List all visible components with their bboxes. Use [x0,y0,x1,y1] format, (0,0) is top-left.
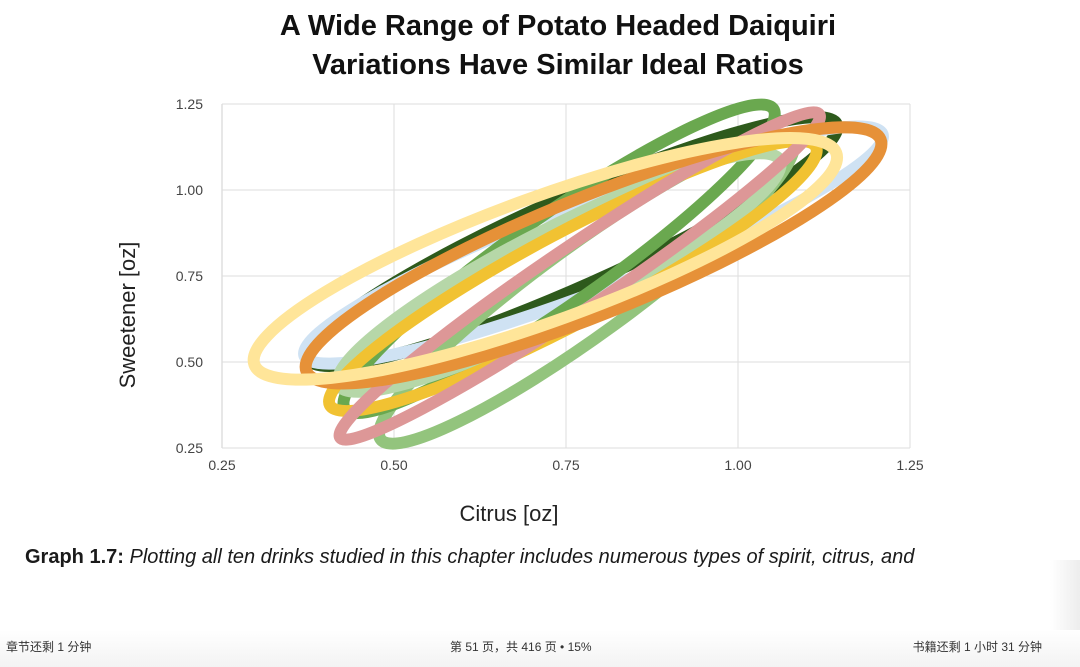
chart-title-line-2: Variations Have Similar Ideal Ratios [312,49,804,81]
x-tick-label: 1.25 [896,457,923,473]
x-tick-label: 1.00 [724,457,751,473]
x-tick-label: 0.50 [380,457,407,473]
reader-status-bar: 章节还剩 1 分钟 第 51 页，共 416 页 • 15% 书籍还剩 1 小时… [0,630,1080,667]
chart: A Wide Range of Potato Headed Daiquiri V… [115,10,924,526]
y-tick-label: 1.00 [176,182,203,198]
y-axis-label: Sweetener [oz] [115,242,140,389]
series-ellipse [299,121,888,390]
x-tick-label: 0.75 [552,457,579,473]
figure-caption: Graph 1.7: Plotting all ten drinks studi… [25,546,914,569]
x-tick-label: 0.25 [208,457,235,473]
x-axis-label: Citrus [oz] [459,501,558,526]
series-ellipse [247,131,844,386]
y-tick-label: 0.25 [176,440,203,456]
chart-ticks: 0.25 0.50 0.75 1.00 1.25 0.25 0.50 0.75 1.00 1.25 [176,96,924,473]
caption-lead: Graph 1.7: [25,546,124,568]
y-tick-label: 0.75 [176,268,203,284]
chart-title-line-1: A Wide Range of Potato Headed Daiquiri [280,10,836,42]
y-tick-label: 0.50 [176,354,203,370]
caption-body: Plotting all ten drinks studied in this … [129,546,915,568]
page-indicator[interactable]: 第 51 页，共 416 页 • 15% [450,640,592,654]
book-time-remaining: 书籍还剩 1 小时 31 分钟 [912,640,1042,654]
chart-series [247,98,890,450]
chapter-time-remaining: 章节还剩 1 分钟 [6,640,92,654]
y-tick-label: 1.25 [176,96,203,112]
